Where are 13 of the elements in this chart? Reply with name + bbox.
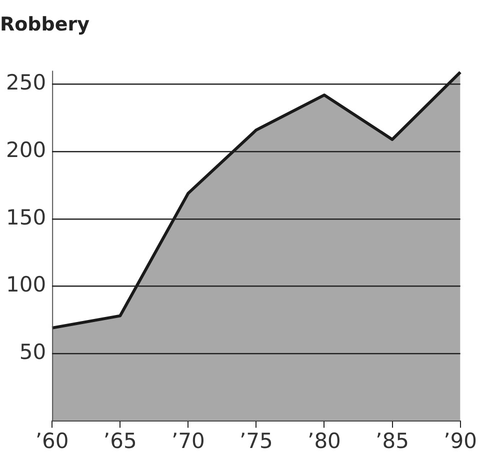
y-tick-label: 50 [19,340,46,364]
y-tick-label: 200 [6,138,46,162]
x-tick-label: ’60 [35,428,69,453]
x-tick-label: ’80 [308,428,341,453]
x-tick-label: ’65 [103,428,137,453]
x-tick-label: ’85 [376,428,409,453]
x-tick-label: ’75 [239,428,273,453]
x-tick-label: ’90 [444,428,478,453]
y-tick-label: 150 [6,205,46,230]
chart-title: Robbery [0,13,90,36]
y-tick-label: 250 [6,70,46,95]
y-tick-label: 100 [6,272,46,297]
x-tick-label: ’70 [171,428,205,453]
